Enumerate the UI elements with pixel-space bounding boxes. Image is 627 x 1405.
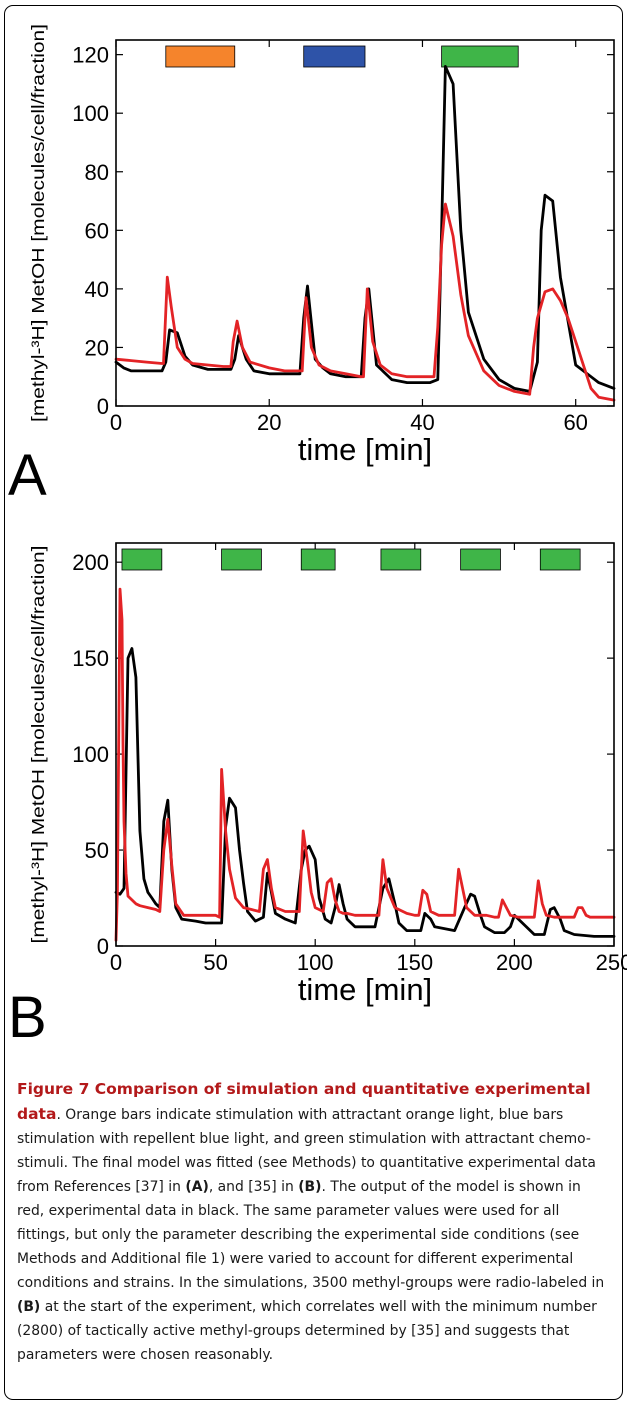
panel-b-stim-bar-green bbox=[121, 548, 163, 571]
panel-b-stim-bar-green bbox=[539, 548, 581, 571]
panel-a-y-tick-label: 80 bbox=[85, 160, 109, 185]
panel-b-x-tick-label: 50 bbox=[203, 950, 227, 975]
panel-a-y-tick-label: 120 bbox=[72, 43, 109, 68]
panel-a-axes-frame bbox=[115, 39, 615, 407]
panel-a-stim-bar-orange bbox=[165, 45, 236, 68]
caption-text: , and [35] in bbox=[208, 1179, 299, 1195]
panel-b-x-tick-label: 200 bbox=[496, 950, 533, 975]
panel-a-x-tick-label: 40 bbox=[410, 410, 434, 435]
caption-text: . Orange bars indicate stimulation with … bbox=[17, 1107, 596, 1195]
panel-b-experimental-line bbox=[114, 647, 616, 938]
panel-a-y-tick-label: 0 bbox=[97, 394, 109, 419]
caption-text: at the start of the experiment, which co… bbox=[17, 1299, 597, 1363]
panel-a-y-tick-label: 100 bbox=[72, 101, 109, 126]
panel-a-stim-bar-blue bbox=[303, 45, 366, 68]
panel-a-x-tick-label: 0 bbox=[110, 410, 122, 435]
panel-b-x-axis-label: time [min] bbox=[298, 972, 432, 1007]
panel-a-y-axis-label: [methyl-³H] MetOH [molecules/cell/fracti… bbox=[28, 24, 48, 422]
panel-b-y-tick-label: 0 bbox=[97, 934, 109, 959]
panel-a-simulation-line bbox=[114, 202, 616, 402]
panel-a-x-axis-label: time [min] bbox=[298, 432, 432, 467]
figure-plots: 0 20 40 60 0 20 40 60 80 100 120 time [min] [methyl-… bbox=[28, 24, 627, 1007]
caption-panel-ref: (B) bbox=[298, 1179, 322, 1195]
caption-title: Figure 7 Comparison of simulation and qu… bbox=[17, 1080, 591, 1123]
panel-b-y-tick-label: 200 bbox=[72, 550, 109, 575]
caption-panel-ref: (A) bbox=[185, 1179, 209, 1195]
panel-b-stim-bar-green bbox=[300, 548, 336, 571]
panel-b-stim-bar-green bbox=[221, 548, 262, 571]
panel-a-y-tick-label: 40 bbox=[85, 277, 109, 302]
panel-letter-b: B bbox=[8, 985, 47, 1050]
panel-b-y-tick-label: 100 bbox=[72, 742, 109, 767]
panel-b-x-tick-label: 250 bbox=[596, 950, 627, 975]
panel-b-y-tick-label: 150 bbox=[72, 646, 109, 671]
panel-b-y-tick-label: 50 bbox=[85, 838, 109, 863]
caption-panel-ref: (B) bbox=[17, 1299, 41, 1315]
panel-b-axes-frame bbox=[115, 542, 615, 947]
panel-a-y-tick-label: 20 bbox=[85, 335, 109, 360]
panel-b-stim-bar-green bbox=[380, 548, 422, 571]
panel-letter-a: A bbox=[8, 443, 47, 508]
panel-b-stim-bar-green bbox=[460, 548, 501, 571]
panel-a-stim-bar-green bbox=[441, 45, 519, 68]
panel-b-y-axis-label: [methyl-³H] MetOH [molecules/cell/fracti… bbox=[28, 546, 48, 944]
caption-text: . The output of the model is shown in re… bbox=[17, 1179, 605, 1291]
panel-b-x-tick-label: 150 bbox=[396, 950, 433, 975]
caption-body: . Orange bars indicate stimulation with … bbox=[17, 1107, 604, 1363]
figure-caption: Figure 7 Comparison of simulation and qu… bbox=[17, 1077, 611, 1367]
panel-a-y-tick-label: 60 bbox=[85, 218, 109, 243]
panel-a-x-tick-label: 60 bbox=[563, 410, 587, 435]
figure-frame bbox=[4, 5, 623, 1400]
panel-b-x-tick-label: 100 bbox=[297, 950, 334, 975]
panel-a-x-tick-label: 20 bbox=[257, 410, 281, 435]
panel-b-x-tick-label: 0 bbox=[110, 950, 122, 975]
panel-b-simulation-line bbox=[114, 587, 616, 942]
